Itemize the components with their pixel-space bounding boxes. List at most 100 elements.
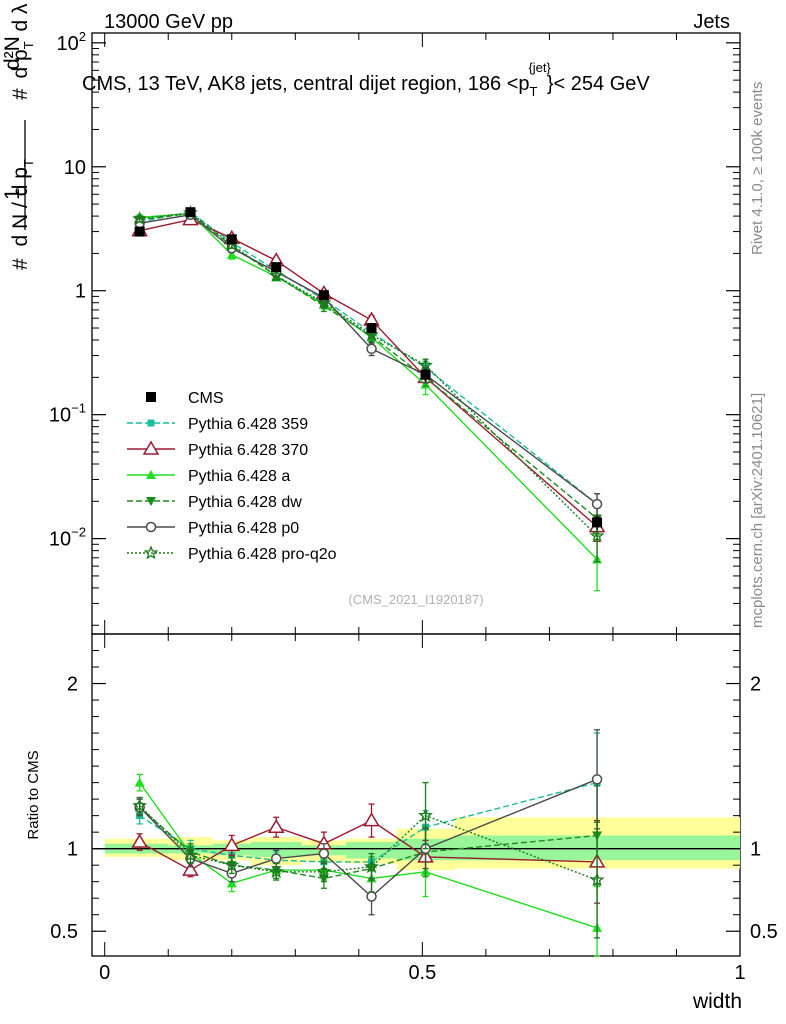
ratio-pq2o-point bbox=[364, 859, 379, 874]
legend-entry: CMS bbox=[146, 390, 224, 407]
main-data-series bbox=[134, 207, 603, 531]
ratio-y-tick-label: 0.5 bbox=[50, 921, 78, 943]
main-pq2o-point bbox=[589, 528, 605, 543]
ratio-p370-line bbox=[139, 819, 598, 871]
ratio-p370-point bbox=[363, 812, 380, 827]
ratio-pp0-point bbox=[270, 853, 282, 864]
ratio-y-axis-label: Ratio to CMS bbox=[25, 750, 42, 839]
main-y-tick-label: 1 bbox=[75, 281, 86, 303]
ratio-series bbox=[131, 729, 606, 957]
data-point bbox=[185, 207, 196, 218]
legend-entry: Pythia 6.428 dw bbox=[127, 494, 302, 511]
data-point bbox=[134, 226, 145, 237]
data-point bbox=[592, 517, 603, 528]
main-pp0-line bbox=[139, 214, 598, 505]
ratio-y-tick-label-right: 2 bbox=[750, 674, 761, 696]
ratio-p359-line bbox=[139, 781, 598, 863]
main-title-sub: T bbox=[530, 84, 538, 99]
ratio-y-tick-label: 2 bbox=[67, 674, 78, 696]
ylabel-num-hash: # bbox=[9, 88, 32, 100]
legend-entry: Pythia 6.428 p0 bbox=[127, 520, 299, 537]
main-title: CMS, 13 TeV, AK8 jets, central dijet reg… bbox=[82, 60, 650, 99]
main-title-sup: {jet} bbox=[528, 60, 551, 75]
ratio-pq2o-point bbox=[183, 847, 198, 862]
main-pq2o-line bbox=[139, 212, 598, 537]
ratio-y-tick-label-right: 0.5 bbox=[750, 921, 778, 943]
legend-marker bbox=[145, 521, 157, 533]
header-process: Jets bbox=[693, 11, 730, 33]
main-p370-series bbox=[131, 211, 606, 543]
main-y-tick-label: 10−1 bbox=[49, 401, 86, 427]
legend-marker bbox=[146, 392, 156, 402]
legend-label: Pythia 6.428 pro-q2o bbox=[188, 546, 337, 563]
legend-marker bbox=[146, 470, 156, 479]
legend: CMS Pythia 6.428 359 Pythia 6.428 370 Pythi… bbox=[127, 390, 337, 563]
ratio-pp0-point bbox=[318, 848, 330, 859]
ratio-y-tick-label-right: 1 bbox=[750, 839, 761, 861]
ratio-p370-point bbox=[223, 836, 241, 852]
ratio-pdw-line bbox=[139, 806, 598, 880]
mcplots-label: mcplots.cern.ch [arXiv:2401.10621] bbox=[749, 393, 766, 628]
ratio-panel-frame bbox=[91, 633, 741, 957]
x-tick-label: 1 bbox=[734, 962, 745, 984]
ylabel-dl: d λ bbox=[9, 3, 32, 32]
ylabel-one: 1 bbox=[1, 188, 24, 200]
legend-label: Pythia 6.428 359 bbox=[188, 416, 308, 433]
main-pq2o-point bbox=[268, 268, 284, 283]
legend-entry: Pythia 6.428 pro-q2o bbox=[127, 545, 337, 563]
ratio-pp0-line bbox=[139, 778, 598, 898]
legend-label: Pythia 6.428 p0 bbox=[188, 520, 299, 537]
legend-entry: Pythia 6.428 359 bbox=[127, 416, 308, 433]
legend-label: Pythia 6.428 370 bbox=[188, 442, 308, 459]
ratio-pq2o-point bbox=[316, 863, 332, 879]
main-pp0-point bbox=[591, 498, 603, 510]
legend-marker bbox=[146, 497, 156, 506]
legend-entry: Pythia 6.428 370 bbox=[127, 440, 308, 459]
data-point bbox=[420, 369, 431, 380]
ratio-y-tick-label: 1 bbox=[67, 839, 78, 861]
legend-entry: Pythia 6.428 a bbox=[127, 468, 290, 485]
ratio-pq2o-point bbox=[132, 797, 148, 813]
data-point bbox=[366, 323, 377, 334]
ylabel-den-sub: T bbox=[21, 159, 36, 167]
main-pq2o-point bbox=[132, 211, 148, 226]
ratio-p370-point bbox=[182, 861, 199, 876]
main-p359-line bbox=[139, 211, 598, 505]
ratio-pa-line bbox=[139, 782, 598, 929]
ylabel-num-sub: T bbox=[21, 41, 36, 49]
main-axes: 102 10 1 10−1 10−2 bbox=[49, 29, 741, 634]
legend-label: Pythia 6.428 dw bbox=[188, 494, 302, 511]
ylabel-den: d N / d p bbox=[9, 167, 32, 246]
main-pq2o-point bbox=[418, 357, 433, 372]
ratio-pa-point bbox=[134, 777, 145, 787]
ratio-band-inner bbox=[250, 842, 302, 857]
main-p370-line bbox=[139, 218, 598, 528]
ratio-axes: 2 21 10.5 0.50 0.5 1 bbox=[50, 634, 778, 984]
ratio-pq2o-point bbox=[268, 864, 284, 879]
main-title-pre: CMS, 13 TeV, AK8 jets, central dijet reg… bbox=[82, 73, 530, 95]
main-pq2o-point bbox=[316, 294, 332, 310]
ratio-pq2o-line bbox=[139, 805, 598, 881]
legend-label: CMS bbox=[188, 390, 224, 407]
main-title-post: }< 254 GeV bbox=[547, 73, 651, 95]
svg-text:# d pT d λ: # d pT d λ bbox=[9, 3, 38, 100]
ratio-pp0-point bbox=[591, 774, 603, 785]
main-y-tick-label: 102 bbox=[57, 29, 86, 55]
ratio-pq2o-point bbox=[418, 807, 433, 822]
x-tick-label: 0 bbox=[99, 962, 110, 984]
ylabel-d2n: d²N bbox=[1, 36, 24, 70]
x-tick-label: 0.5 bbox=[408, 962, 436, 984]
ylabel-hash: # bbox=[9, 258, 32, 270]
main-y-tick-label: 10−2 bbox=[49, 525, 86, 551]
main-y-tick-label: 10 bbox=[64, 157, 86, 179]
main-panel-frame bbox=[91, 32, 741, 635]
legend-marker bbox=[143, 545, 159, 560]
ratio-pq2o-series bbox=[132, 781, 605, 939]
legend-marker bbox=[147, 419, 155, 427]
ratio-pp0-point bbox=[366, 891, 377, 902]
ratio-pa-point bbox=[226, 878, 237, 888]
main-pp0-point bbox=[366, 343, 377, 355]
ratio-p370-series bbox=[131, 803, 606, 904]
svg-text:# d N / d pT: # d N / d pT bbox=[9, 159, 36, 270]
